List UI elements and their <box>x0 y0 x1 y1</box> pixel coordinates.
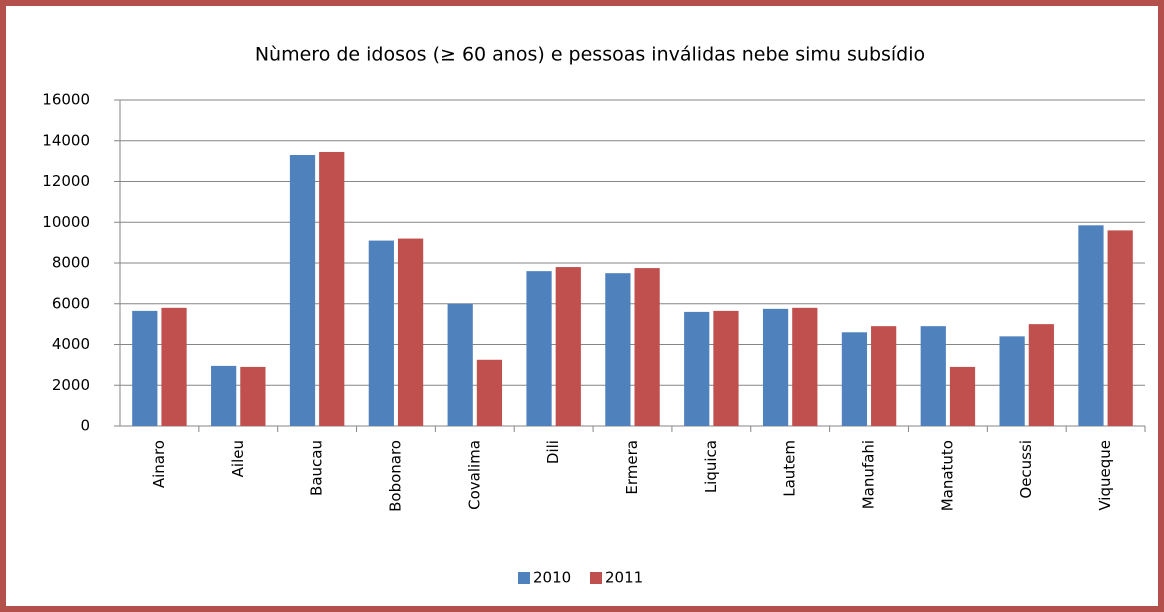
x-tick-label: Liquica <box>702 440 720 493</box>
bar <box>762 308 789 426</box>
y-tick-label: 8000 <box>52 254 90 272</box>
bar <box>161 307 187 426</box>
x-tick-label: Ermera <box>623 440 641 495</box>
legend-swatch <box>518 572 530 584</box>
bar <box>605 273 631 426</box>
y-tick-label: 2000 <box>52 376 90 394</box>
bar <box>240 366 266 426</box>
y-tick-label: 12000 <box>42 172 90 190</box>
bar <box>211 365 237 426</box>
y-tick-label: 10000 <box>42 213 90 231</box>
bar <box>132 310 158 426</box>
x-tick-label: Covalima <box>465 440 483 510</box>
bar <box>555 267 581 426</box>
bar <box>526 271 552 426</box>
x-tick-label: Lautem <box>781 440 799 497</box>
bar <box>713 310 739 426</box>
bar <box>397 238 424 426</box>
y-tick-label: 6000 <box>52 294 90 312</box>
legend-swatch <box>590 572 602 584</box>
x-tick-label: Ainaro <box>150 440 168 488</box>
bar <box>684 311 710 426</box>
bar <box>447 303 473 426</box>
x-tick-label: Manatuto <box>938 440 956 511</box>
bar <box>319 151 345 427</box>
x-tick-label: Manufahi <box>860 440 878 509</box>
bar <box>792 307 818 426</box>
bar <box>920 326 946 426</box>
bar <box>949 366 976 426</box>
x-tick-label: Bobonaro <box>386 440 404 512</box>
bar <box>476 359 503 426</box>
bar <box>1107 230 1133 426</box>
x-tick-label: Oecussi <box>1017 440 1035 499</box>
legend-label: 2010 <box>533 569 571 587</box>
y-tick-label: 16000 <box>42 91 90 109</box>
y-tick-label: 0 <box>80 417 90 435</box>
x-tick-label: Viqueque <box>1096 440 1114 511</box>
bar <box>999 336 1025 426</box>
bar <box>634 268 660 426</box>
x-tick-label: Dili <box>544 440 562 464</box>
legend-label: 2011 <box>605 569 643 587</box>
bar <box>1078 225 1104 426</box>
x-tick-label: Aileu <box>229 440 247 477</box>
bar <box>871 326 897 426</box>
bar <box>368 240 394 426</box>
bar <box>289 155 316 426</box>
bar <box>841 332 868 426</box>
x-tick-label: Baucau <box>308 440 326 496</box>
y-tick-label: 4000 <box>52 335 90 353</box>
y-tick-label: 14000 <box>42 131 90 149</box>
bar <box>1028 324 1054 426</box>
chart-title: Nùmero de idosos (≥ 60 anos) e pessoas i… <box>255 44 925 66</box>
